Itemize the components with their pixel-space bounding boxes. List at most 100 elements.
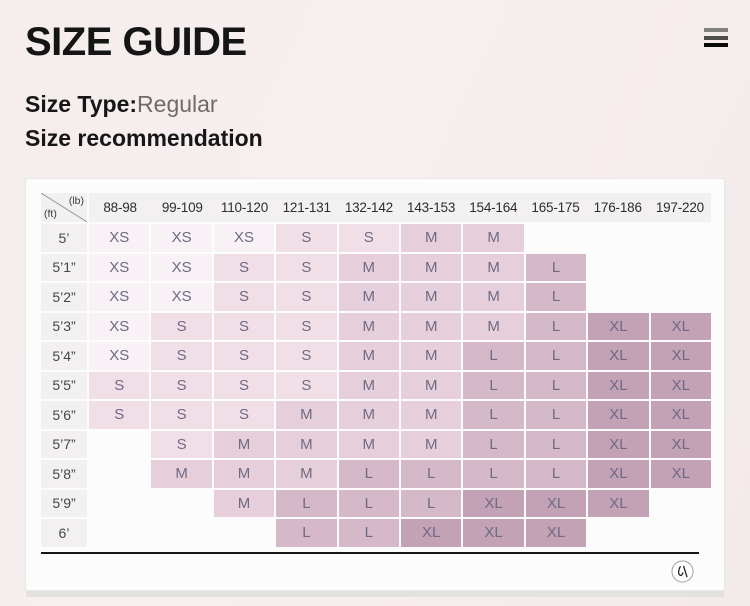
size-cell: L (525, 371, 587, 399)
size-cell: XL (588, 371, 649, 399)
size-cell: M (401, 371, 462, 399)
size-cell: S (338, 224, 399, 252)
size-cell: M (338, 312, 399, 340)
size-cell: L (338, 460, 399, 488)
empty-cell (651, 490, 711, 518)
empty-cell (588, 283, 648, 311)
size-cell: XL (588, 430, 649, 458)
hamburger-bar (704, 28, 728, 32)
size-cell: XL (588, 489, 649, 517)
size-cell: S (89, 401, 150, 429)
empty-cell (588, 224, 648, 252)
page-title: SIZE GUIDE (25, 20, 247, 64)
size-cell: S (89, 371, 150, 399)
unit-lb-label: (lb) (68, 195, 84, 207)
size-cell: M (401, 224, 462, 252)
size-cell: S (276, 253, 337, 281)
size-cell: M (338, 283, 399, 311)
divider-line (41, 552, 699, 554)
size-cell: L (525, 283, 587, 311)
height-row-label: 5’4” (41, 342, 87, 370)
size-cell: S (276, 312, 337, 340)
size-cell: M (338, 401, 399, 429)
size-cell: L (401, 460, 462, 488)
size-cell: L (276, 489, 337, 517)
size-cell: S (151, 401, 212, 429)
size-type-label: Size Type: (25, 91, 138, 117)
size-cell: XS (89, 283, 150, 311)
height-row-label: 5’7” (41, 430, 87, 458)
size-cell: XS (213, 224, 275, 252)
empty-cell (588, 519, 648, 547)
size-cell: S (213, 253, 275, 281)
size-recommendation-title: Size recommendation (25, 125, 263, 151)
size-cell: S (151, 312, 212, 340)
size-cell: XL (588, 342, 649, 370)
size-cell: M (213, 489, 275, 517)
size-cell: XS (151, 283, 212, 311)
size-cell: S (213, 401, 275, 429)
hamburger-bar (704, 43, 728, 47)
size-cell: M (401, 283, 462, 311)
brand-logo-icon (671, 560, 694, 583)
unit-corner-cell: (lb) (ft) (41, 193, 87, 222)
height-row-label: 5’8” (41, 460, 87, 488)
size-cell: S (276, 342, 337, 370)
size-cell: L (276, 519, 337, 547)
weight-column-header: 88-98 (103, 200, 137, 215)
size-cell: XL (401, 519, 462, 547)
empty-cell (651, 283, 711, 311)
size-cell: L (401, 489, 462, 517)
size-cell: L (463, 342, 524, 370)
size-cell: M (338, 342, 399, 370)
size-cell: L (525, 430, 587, 458)
empty-cell (214, 519, 274, 547)
weight-column-header: 165-175 (531, 200, 580, 215)
hamburger-menu-icon[interactable] (704, 28, 728, 47)
size-cell: XL (588, 401, 649, 429)
size-cell: M (401, 312, 462, 340)
size-type-line: Size Type:Regular (25, 91, 218, 118)
size-cell: S (213, 371, 275, 399)
size-cell: L (525, 342, 587, 370)
size-cell: L (463, 430, 524, 458)
size-cell: L (525, 312, 587, 340)
size-cell: M (401, 342, 462, 370)
size-cell: XS (89, 224, 150, 252)
height-row-label: 5’9” (41, 489, 87, 517)
empty-cell (651, 254, 711, 282)
height-row-label: 5’1” (41, 253, 87, 281)
size-cell: S (276, 283, 337, 311)
size-cell: S (213, 312, 275, 340)
size-cell: XL (650, 342, 711, 370)
size-cell: XL (525, 489, 587, 517)
size-cell: M (338, 253, 399, 281)
empty-cell (151, 519, 211, 547)
size-cell: L (338, 489, 399, 517)
height-row-label: 5’2” (41, 283, 87, 311)
size-cell: XL (650, 430, 711, 458)
empty-cell (588, 254, 648, 282)
weight-column-header: 110-120 (220, 200, 269, 215)
weight-column-header: 99-109 (161, 200, 203, 215)
size-chart-card: (lb) (ft) 88-98 99-109 110-120 121-131 132-1… (25, 178, 725, 591)
size-cell: L (463, 371, 524, 399)
size-cell: XL (650, 371, 711, 399)
height-row-label: 6’ (41, 519, 87, 547)
empty-cell (89, 460, 149, 488)
size-cell: S (151, 371, 212, 399)
empty-cell (651, 224, 711, 252)
weight-column-header: 121-131 (282, 200, 331, 215)
size-cell: S (213, 342, 275, 370)
hamburger-bar (704, 35, 728, 40)
size-cell: XL (525, 519, 587, 547)
size-cell: M (276, 401, 337, 429)
size-cell: M (276, 460, 337, 488)
height-row-label: 5’5” (41, 371, 87, 399)
size-cell: L (463, 401, 524, 429)
size-cell: M (463, 312, 524, 340)
weight-column-header: 176-186 (593, 200, 642, 215)
height-row-label: 5’3” (41, 312, 87, 340)
size-cell: XL (650, 312, 711, 340)
height-row-label: 5’ (41, 224, 87, 252)
